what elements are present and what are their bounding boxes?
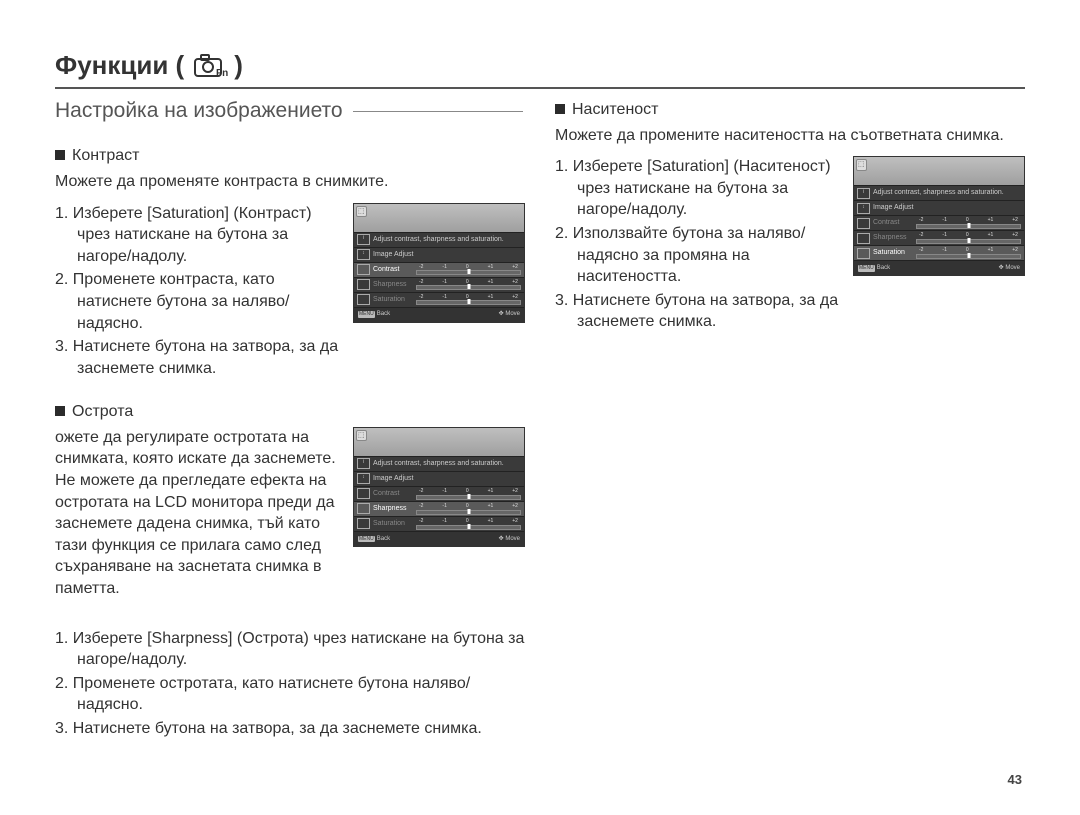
- camera-fn-icon: Fn: [194, 54, 230, 78]
- subtitle-underline: [353, 111, 523, 112]
- sharpness-desc: ожете да регулирате остротата на снимкат…: [55, 427, 341, 600]
- svg-text:Fn: Fn: [216, 68, 228, 78]
- step: 1. Изберете [Saturation] (Контраст) чрез…: [55, 203, 341, 268]
- page-title: Функции (: [55, 50, 184, 81]
- lcd-screenshot-saturation: ⬚iAdjust contrast, sharpness and saturat…: [853, 156, 1025, 276]
- contrast-steps: 1. Изберете [Saturation] (Контраст) чрез…: [55, 203, 341, 382]
- step: 3. Натиснете бутона на затвора, за да за…: [555, 290, 841, 333]
- left-column: Настройка на изображението Контраст Може…: [55, 97, 525, 742]
- saturation-block: 1. Изберете [Saturation] (Наситеност) чр…: [555, 156, 1025, 335]
- square-bullet-icon: [55, 406, 65, 416]
- page-title-row: Функции ( Fn ): [55, 50, 1025, 89]
- content-columns: Настройка на изображението Контраст Може…: [55, 97, 1025, 742]
- contrast-desc: Можете да променяте контраста в снимките…: [55, 171, 525, 193]
- page: Функции ( Fn ) Настройка на изображениет…: [0, 0, 1080, 772]
- page-title-close: ): [234, 50, 243, 81]
- saturation-steps: 1. Изберете [Saturation] (Наситеност) чр…: [555, 156, 841, 335]
- contrast-heading: Контраст: [72, 145, 140, 167]
- square-bullet-icon: [55, 150, 65, 160]
- step: 2. Променете контраста, като натиснете б…: [55, 269, 341, 334]
- sharpness-heading-row: Острота: [55, 401, 525, 423]
- subtitle: Настройка на изображението: [55, 97, 353, 125]
- page-number: 43: [1008, 772, 1022, 787]
- square-bullet-icon: [555, 104, 565, 114]
- sharpness-steps: 1. Изберете [Sharpness] (Острота) чрез н…: [55, 628, 525, 740]
- contrast-block: 1. Изберете [Saturation] (Контраст) чрез…: [55, 203, 525, 382]
- subtitle-row: Настройка на изображението: [55, 97, 525, 125]
- step: 2. Променете остротата, като натиснете б…: [55, 673, 525, 716]
- lcd-screenshot-sharpness: ⬚iAdjust contrast, sharpness and saturat…: [353, 427, 525, 547]
- contrast-heading-row: Контраст: [55, 145, 525, 167]
- saturation-heading: Наситеност: [572, 99, 659, 121]
- step: 3. Натиснете бутона на затвора, за да за…: [55, 336, 341, 379]
- sharpness-heading: Острота: [72, 401, 133, 423]
- step: 2. Използвайте бутона за наляво/надясно …: [555, 223, 841, 288]
- saturation-desc: Можете да промените наситеността на съот…: [555, 125, 1025, 147]
- sharpness-desc-wrap: ожете да регулирате остротата на снимкат…: [55, 427, 341, 610]
- step: 3. Натиснете бутона на затвора, за да за…: [55, 718, 525, 740]
- step: 1. Изберете [Saturation] (Наситеност) чр…: [555, 156, 841, 221]
- saturation-heading-row: Наситеност: [555, 99, 1025, 121]
- right-column: Наситеност Можете да промените наситенос…: [555, 97, 1025, 742]
- sharpness-block: ожете да регулирате остротата на снимкат…: [55, 427, 525, 610]
- lcd-screenshot-contrast: ⬚iAdjust contrast, sharpness and saturat…: [353, 203, 525, 323]
- step: 1. Изберете [Sharpness] (Острота) чрез н…: [55, 628, 525, 671]
